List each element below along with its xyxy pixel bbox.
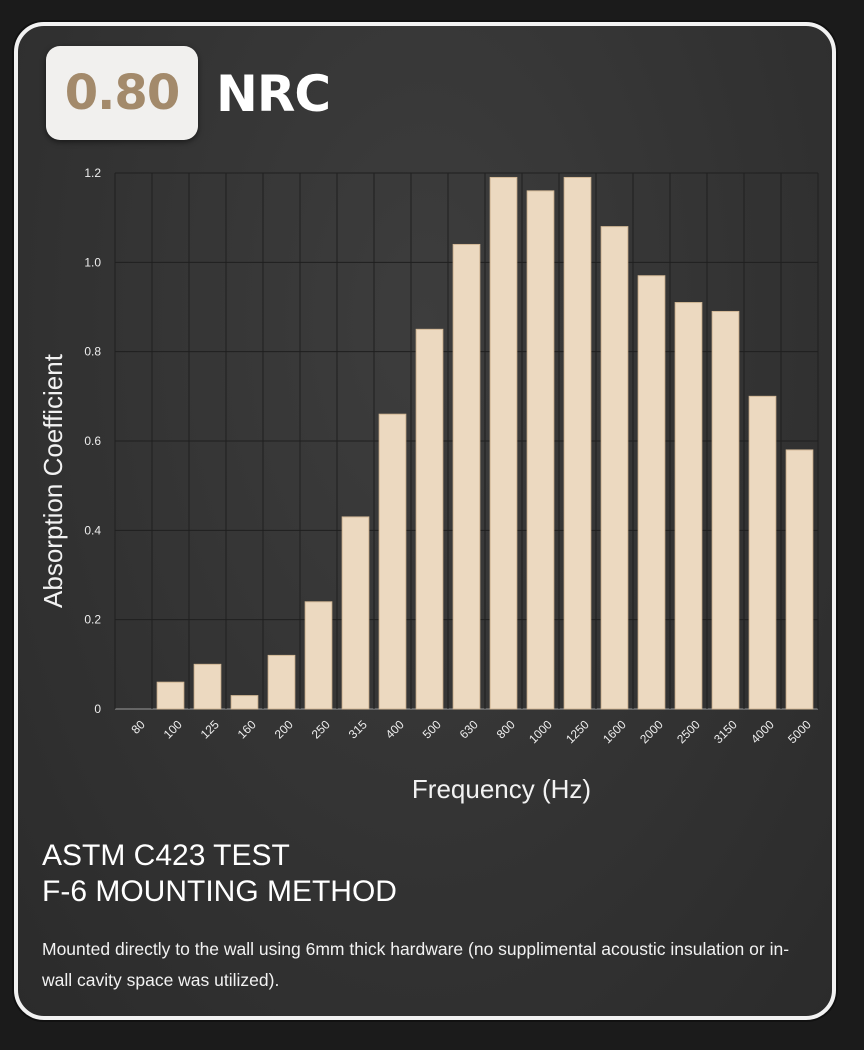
test-title-line-1: ASTM C423 TEST xyxy=(42,839,290,872)
x-tick-label: 4000 xyxy=(748,717,777,746)
bar-400 xyxy=(378,413,407,710)
absorption-chart: 0 0.2 0.4 0.6 0.8 1.0 1.2 80 100 125 160 200 250 315… xyxy=(38,166,819,804)
x-tick-label: 100 xyxy=(161,717,185,741)
x-tick-label: 630 xyxy=(457,717,481,741)
test-title: ASTM C423 TEST F-6 MOUNTING METHOD xyxy=(42,838,397,910)
bar-2000 xyxy=(637,275,666,710)
bar-200 xyxy=(267,654,296,710)
bar-100 xyxy=(156,681,185,710)
nrc-label: NRC xyxy=(216,65,331,123)
y-tick-label: 0.2 xyxy=(84,613,101,627)
x-tick-label: 500 xyxy=(420,717,444,741)
test-description: Mounted directly to the wall using 6mm t… xyxy=(42,939,790,990)
y-tick-label: 0.8 xyxy=(84,345,101,359)
product-card: 0.80 NRC 0 0.2 0.4 0.6 0.8 1.0 1.2 80 100 125 160… xyxy=(14,22,836,1020)
bar-1250 xyxy=(563,176,592,710)
x-tick-label: 2000 xyxy=(637,717,666,746)
x-tick-label: 315 xyxy=(346,717,370,741)
nrc-badge: 0.80 xyxy=(46,46,198,140)
bar-250 xyxy=(304,601,333,710)
x-tick-label: 200 xyxy=(272,717,296,741)
y-tick-label: 0 xyxy=(94,702,101,716)
x-tick-label: 160 xyxy=(235,717,259,741)
bar-160 xyxy=(230,695,259,710)
bar-315 xyxy=(341,516,370,710)
y-tick-label: 0.4 xyxy=(84,523,101,537)
bar-2500 xyxy=(674,302,703,710)
x-tick-label: 5000 xyxy=(785,717,814,746)
y-axis-title: Absorption Coefficient xyxy=(38,353,68,608)
y-tick-label: 1.2 xyxy=(84,166,101,180)
x-tick-label: 3150 xyxy=(711,717,740,746)
x-axis-ticks: 80 100 125 160 200 250 315 400 500 630 800 1000 1250… xyxy=(128,717,814,746)
bar-1000 xyxy=(526,190,555,710)
x-tick-label: 1250 xyxy=(563,717,592,746)
y-tick-label: 1.0 xyxy=(84,255,101,269)
x-tick-label: 80 xyxy=(128,717,148,737)
bar-4000 xyxy=(748,395,777,710)
bar-5000 xyxy=(785,449,814,710)
bar-125 xyxy=(193,663,222,710)
x-axis-title: Frequency (Hz) xyxy=(412,774,591,804)
test-title-line-2: F-6 MOUNTING METHOD xyxy=(42,875,397,908)
nrc-value: 0.80 xyxy=(64,65,180,121)
x-tick-label: 1000 xyxy=(526,717,555,746)
y-axis-ticks: 0 0.2 0.4 0.6 0.8 1.0 1.2 xyxy=(84,166,101,716)
chart-bars xyxy=(156,176,814,710)
bar-1600 xyxy=(600,226,629,710)
x-tick-label: 400 xyxy=(383,717,407,741)
x-tick-label: 1600 xyxy=(600,717,629,746)
bar-630 xyxy=(452,243,481,710)
x-tick-label: 125 xyxy=(198,717,222,741)
x-tick-label: 2500 xyxy=(674,717,703,746)
bar-800 xyxy=(489,176,518,710)
bar-500 xyxy=(415,328,444,710)
bar-3150 xyxy=(711,310,740,710)
x-tick-label: 250 xyxy=(309,717,333,741)
y-tick-label: 0.6 xyxy=(84,434,101,448)
x-tick-label: 800 xyxy=(494,717,518,741)
